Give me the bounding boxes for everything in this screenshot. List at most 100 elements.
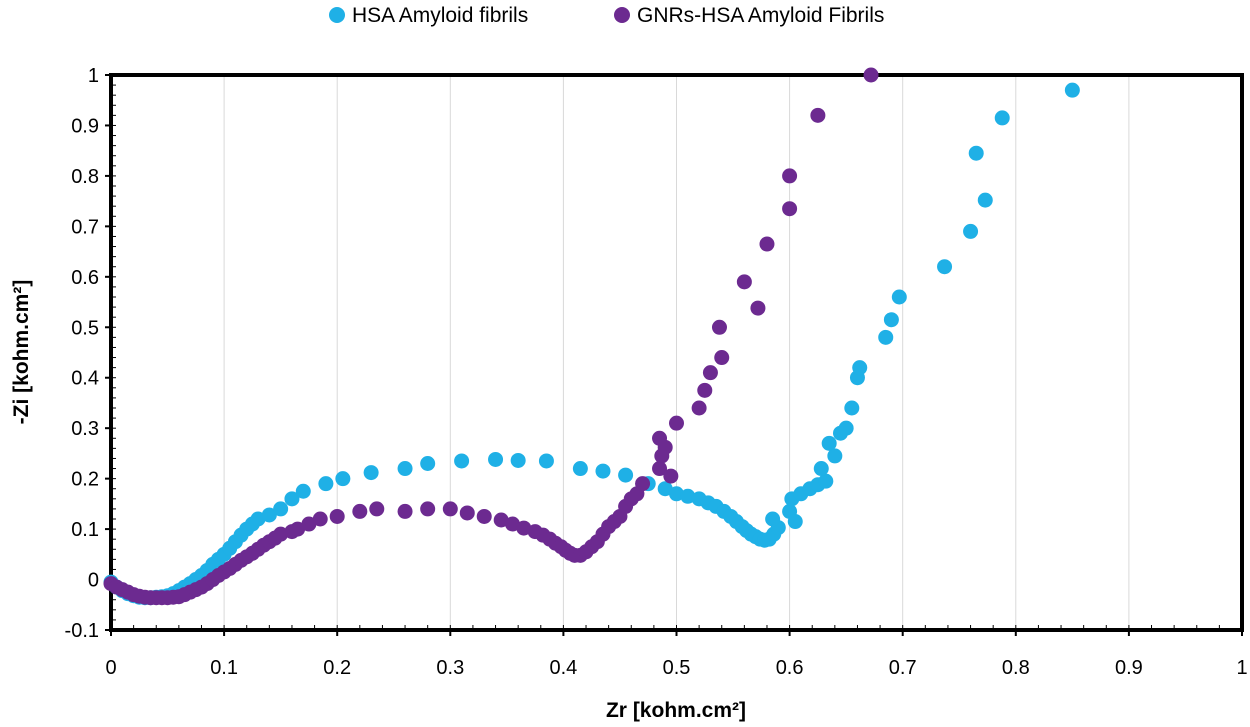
data-point — [711, 319, 727, 335]
y-tick-label: 0.3 — [71, 418, 99, 440]
data-point — [821, 435, 837, 451]
data-point — [595, 463, 611, 479]
data-point — [818, 473, 834, 489]
x-tick-label: 0 — [105, 657, 116, 679]
data-point — [963, 223, 979, 239]
legend-marker-gnrs — [614, 7, 630, 23]
data-point — [810, 107, 826, 123]
data-point — [657, 481, 673, 497]
data-point — [680, 488, 696, 504]
data-point — [301, 516, 317, 532]
legend-label-gnrs: GNRs-HSA Amyloid Fibrils — [637, 4, 884, 27]
legend-label-hsa: HSA Amyloid fibrils — [352, 4, 528, 27]
data-point — [827, 448, 843, 464]
legend-marker-hsa — [329, 7, 345, 23]
y-tick-labels: -0.1 0 0.1 0.2 0.3 0.4 0.5 0.6 0.7 0.8 0.9 1 — [65, 65, 111, 642]
x-tick-label: 0.8 — [1002, 657, 1030, 679]
data-point — [516, 520, 532, 536]
data-point — [697, 382, 713, 398]
data-point — [750, 300, 766, 316]
data-point — [397, 461, 413, 477]
data-point — [787, 514, 803, 530]
data-point — [363, 465, 379, 481]
y-tick-label: 0.1 — [71, 519, 99, 541]
data-point — [994, 110, 1010, 126]
y-axis-title: -Zi [kohm.cm²] — [10, 280, 33, 425]
data-point — [488, 451, 504, 467]
y-tick-label: 0.9 — [71, 115, 99, 137]
data-point — [977, 192, 993, 208]
y-tick-label: 0.2 — [71, 469, 99, 491]
x-tick-label: 0.6 — [776, 657, 804, 679]
data-point — [782, 168, 798, 184]
data-point — [652, 461, 668, 477]
x-axis-title: Zr [kohm.cm²] — [606, 699, 746, 722]
y-tick-label: 0.6 — [71, 267, 99, 289]
data-point — [572, 461, 588, 477]
data-point — [476, 508, 492, 524]
data-point — [459, 505, 475, 521]
data-point — [652, 430, 668, 446]
x-tick-label: 0.3 — [436, 657, 464, 679]
data-point — [838, 420, 854, 436]
data-point — [369, 501, 385, 517]
data-point — [397, 503, 413, 519]
data-point — [250, 511, 266, 527]
data-point — [669, 415, 684, 431]
data-point — [538, 453, 554, 469]
data-point — [937, 259, 953, 275]
data-point — [736, 274, 752, 290]
data-point — [891, 289, 907, 305]
data-point — [714, 350, 730, 366]
y-tick-label: 0 — [88, 570, 99, 592]
legend-item-gnrs: GNRs-HSA Amyloid Fibrils — [614, 4, 884, 27]
x-tick-label: 1 — [1236, 657, 1247, 679]
data-point — [618, 467, 634, 483]
data-point — [863, 67, 879, 83]
data-point — [878, 329, 894, 345]
data-point — [702, 365, 718, 381]
x-tick-label: 0.1 — [210, 657, 238, 679]
x-tick-label: 0.7 — [889, 657, 917, 679]
data-point — [420, 456, 436, 471]
data-point — [273, 526, 289, 542]
y-tick-label: 0.4 — [71, 368, 99, 390]
data-point — [883, 312, 899, 328]
data-point — [765, 511, 781, 527]
series-hsa — [103, 82, 1080, 606]
data-point — [295, 483, 311, 499]
data-point — [273, 501, 289, 517]
data-point — [663, 468, 679, 484]
minor-ticks — [111, 84, 1220, 630]
data-point — [352, 503, 368, 519]
data-point — [691, 400, 707, 416]
x-tick-label: 0.4 — [549, 657, 577, 679]
data-series — [103, 67, 1080, 606]
y-tick-label: -0.1 — [65, 620, 99, 642]
data-point — [284, 491, 300, 507]
data-point — [669, 486, 684, 502]
data-point — [329, 508, 345, 524]
data-point — [335, 471, 351, 487]
data-point — [442, 501, 458, 517]
y-tick-label: 0.8 — [71, 166, 99, 188]
data-point — [968, 145, 984, 161]
y-tick-label: 0.5 — [71, 317, 99, 339]
series-gnrs-hsa — [103, 67, 879, 606]
data-point — [844, 400, 860, 416]
data-point — [505, 516, 521, 532]
legend-item-hsa: HSA Amyloid fibrils — [329, 4, 528, 27]
legend: HSA Amyloid fibrils GNRs-HSA Amyloid Fib… — [329, 4, 884, 27]
y-tick-label: 1 — [88, 65, 99, 87]
data-point — [813, 461, 829, 477]
data-point — [852, 360, 868, 376]
x-tick-labels: 0 0.1 0.2 0.3 0.4 0.5 0.6 0.7 0.8 0.9 1 — [105, 630, 1248, 679]
data-point — [312, 511, 328, 527]
data-point — [510, 452, 526, 468]
data-point — [782, 201, 798, 217]
data-point — [1064, 82, 1080, 98]
data-point — [454, 453, 470, 469]
data-point — [635, 476, 651, 492]
gridlines — [223, 75, 1130, 630]
